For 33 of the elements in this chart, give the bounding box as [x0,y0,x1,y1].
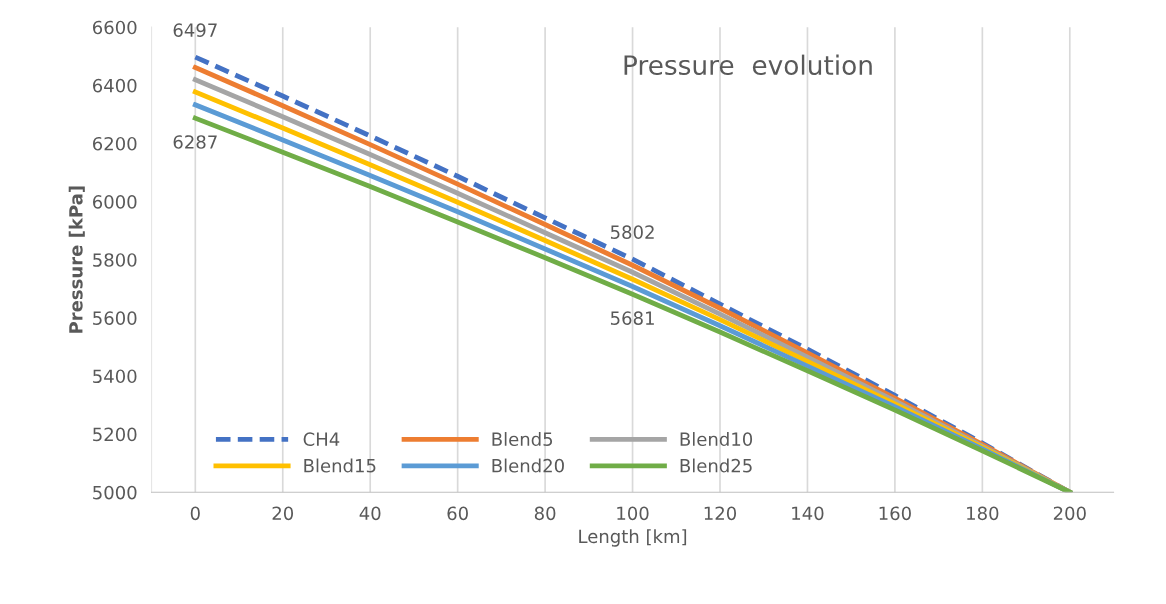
data-label: 5681 [610,311,654,325]
y-tick-label: 5800 [93,253,137,267]
x-tick-label: 0 [190,506,200,521]
x-tick-label: 20 [272,506,294,521]
x-axis-title: Length [km] [579,529,687,547]
legend-label: Blend25 [680,458,752,473]
text: Pressure evolution [624,54,872,76]
x-tick-label: 40 [359,506,381,521]
x-tick-label: 60 [447,506,468,521]
legend-label: Blend20 [492,458,564,473]
y-axis-title: Pressure [kPa] [68,186,85,333]
x-tick-label: 160 [879,506,911,521]
x-tick-label: 100 [617,506,649,521]
legend-label: Blend5 [492,432,553,447]
x-tick-label: 180 [967,506,999,521]
x-tick-label: 200 [1053,506,1086,521]
y-tick-label: 6200 [93,136,137,151]
y-tick-label: 5200 [93,427,137,442]
legend-label: CH4 [303,432,340,447]
data-label: 6497 [173,23,217,37]
y-tick-label: 6000 [93,195,137,209]
y-tick-label: 6600 [93,20,137,35]
y-tick-label: 5000 [93,485,137,500]
legend-label: Blend15 [304,458,376,473]
y-tick-label: 5400 [93,369,137,384]
x-tick-label: 120 [704,506,737,521]
y-tick-label: 6400 [93,78,137,93]
legend-label: Blend10 [680,432,753,447]
x-tick-label: 140 [792,506,824,521]
y-tick-label: 5600 [93,311,137,325]
x-tick-label: 80 [534,506,556,521]
data-label: 5802 [610,225,654,239]
data-label: 6287 [173,135,217,149]
